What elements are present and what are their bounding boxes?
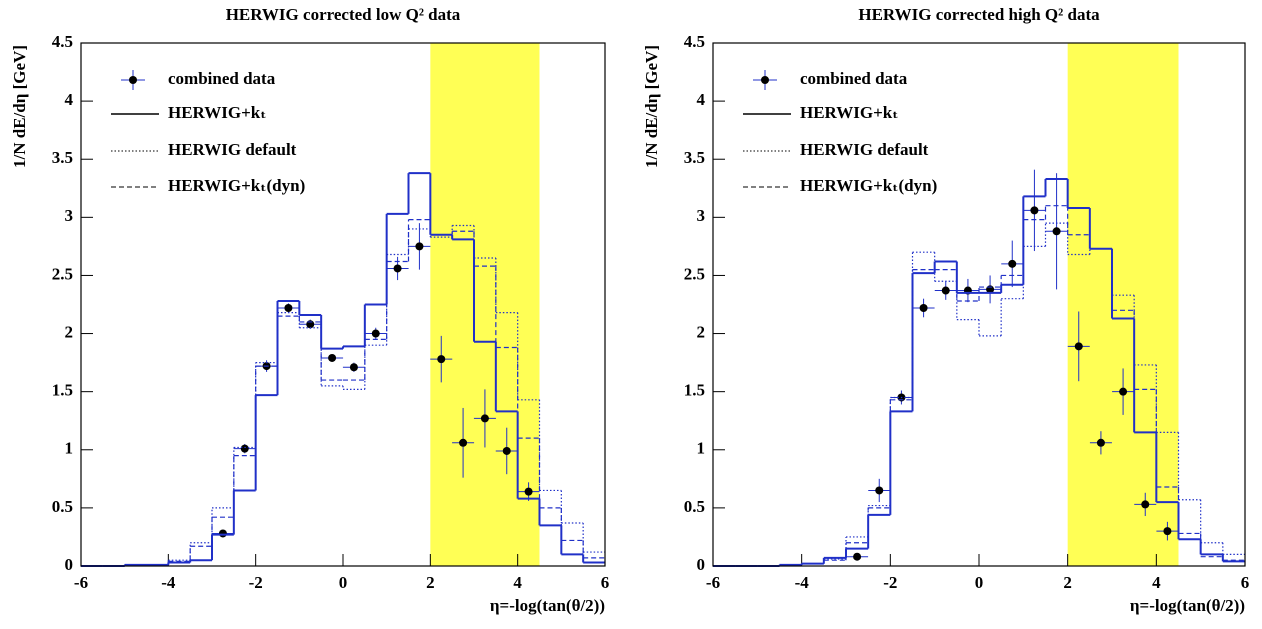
x-tick-label: -4 [161, 573, 176, 592]
y-tick-label: 4.5 [684, 32, 705, 51]
y-tick-label: 1.5 [684, 381, 705, 400]
y-tick-label: 0 [65, 555, 74, 574]
x-tick-label: -2 [249, 573, 263, 592]
y-tick-label: 4 [65, 90, 74, 109]
data-point [328, 353, 337, 362]
y-tick-label: 3 [65, 206, 74, 225]
legend-label: combined data [168, 69, 276, 88]
x-tick-label: -6 [74, 573, 88, 592]
plot-frame [80, 42, 606, 567]
y-tick-label: 0 [697, 555, 706, 574]
x-tick-label: 0 [975, 573, 984, 592]
y-tick-label: 1.5 [52, 381, 73, 400]
legend-marker [761, 76, 769, 84]
x-axis-label: η=-log(tan(θ/2)) [1130, 596, 1245, 615]
x-tick-label: -6 [706, 573, 720, 592]
y-tick-label: 4.5 [52, 32, 73, 51]
x-tick-label: 6 [601, 573, 610, 592]
data-point [875, 486, 884, 495]
data-point [1030, 206, 1039, 215]
data-point [524, 487, 533, 496]
data-point [853, 552, 862, 561]
data-point [437, 355, 446, 364]
data-point [218, 529, 227, 538]
data-point [371, 329, 380, 338]
y-tick-label: 2 [65, 322, 74, 341]
data-point [1119, 387, 1128, 396]
y-tick-label: 3.5 [52, 148, 73, 167]
data-point [480, 414, 489, 423]
y-tick-label: 2.5 [684, 264, 705, 283]
panel: HERWIG corrected high Q² data η=-log(tan(… [642, 5, 1249, 615]
data-point [1141, 500, 1150, 509]
data-point [1074, 342, 1083, 351]
data-point [1096, 438, 1105, 447]
plot-frame [712, 42, 1246, 567]
y-tick-label: 2 [697, 322, 706, 341]
data-point [502, 446, 511, 455]
legend-label: HERWIG+kₜ [168, 103, 267, 122]
legend-label: HERWIG default [168, 140, 297, 159]
legend-marker [129, 76, 137, 84]
x-tick-label: 2 [426, 573, 435, 592]
y-axis-label: 1/N dE/dη [GeV] [10, 45, 29, 168]
y-tick-label: 2.5 [52, 264, 73, 283]
data-point [941, 286, 950, 295]
x-tick-label: -2 [883, 573, 897, 592]
y-tick-label: 3.5 [684, 148, 705, 167]
x-tick-label: 4 [1152, 573, 1161, 592]
y-tick-label: 3 [697, 206, 706, 225]
legend-label: HERWIG+kₜ(dyn) [800, 176, 937, 195]
legend-label: HERWIG default [800, 140, 929, 159]
data-point [415, 242, 424, 251]
x-tick-label: 0 [339, 573, 348, 592]
legend-label: HERWIG+kₜ(dyn) [168, 176, 305, 195]
x-axis-label: η=-log(tan(θ/2)) [490, 596, 605, 615]
data-point [1008, 259, 1017, 268]
highlight-band [430, 43, 540, 566]
y-axis-label: 1/N dE/dη [GeV] [642, 45, 661, 168]
x-tick-label: 4 [513, 573, 522, 592]
y-tick-label: 0.5 [684, 497, 705, 516]
y-tick-label: 1 [697, 439, 706, 458]
panel: HERWIG corrected low Q² data η=-log(tan(θ… [10, 5, 609, 615]
data-point [284, 303, 293, 312]
x-tick-label: -4 [795, 573, 810, 592]
y-tick-label: 0.5 [52, 497, 73, 516]
chart-title: HERWIG corrected low Q² data [226, 5, 461, 24]
legend-label: combined data [800, 69, 908, 88]
x-tick-label: 6 [1241, 573, 1250, 592]
data-point [1052, 227, 1061, 236]
y-tick-label: 1 [65, 439, 74, 458]
data-point [919, 303, 928, 312]
legend-label: HERWIG+kₜ [800, 103, 899, 122]
y-tick-label: 4 [697, 90, 706, 109]
chart-title: HERWIG corrected high Q² data [858, 5, 1100, 24]
x-tick-label: 2 [1063, 573, 1072, 592]
data-point [1163, 527, 1172, 536]
data-point [459, 438, 468, 447]
highlight-band [1067, 43, 1179, 566]
data-point [393, 264, 402, 273]
data-point [240, 444, 249, 453]
data-point [349, 363, 358, 372]
